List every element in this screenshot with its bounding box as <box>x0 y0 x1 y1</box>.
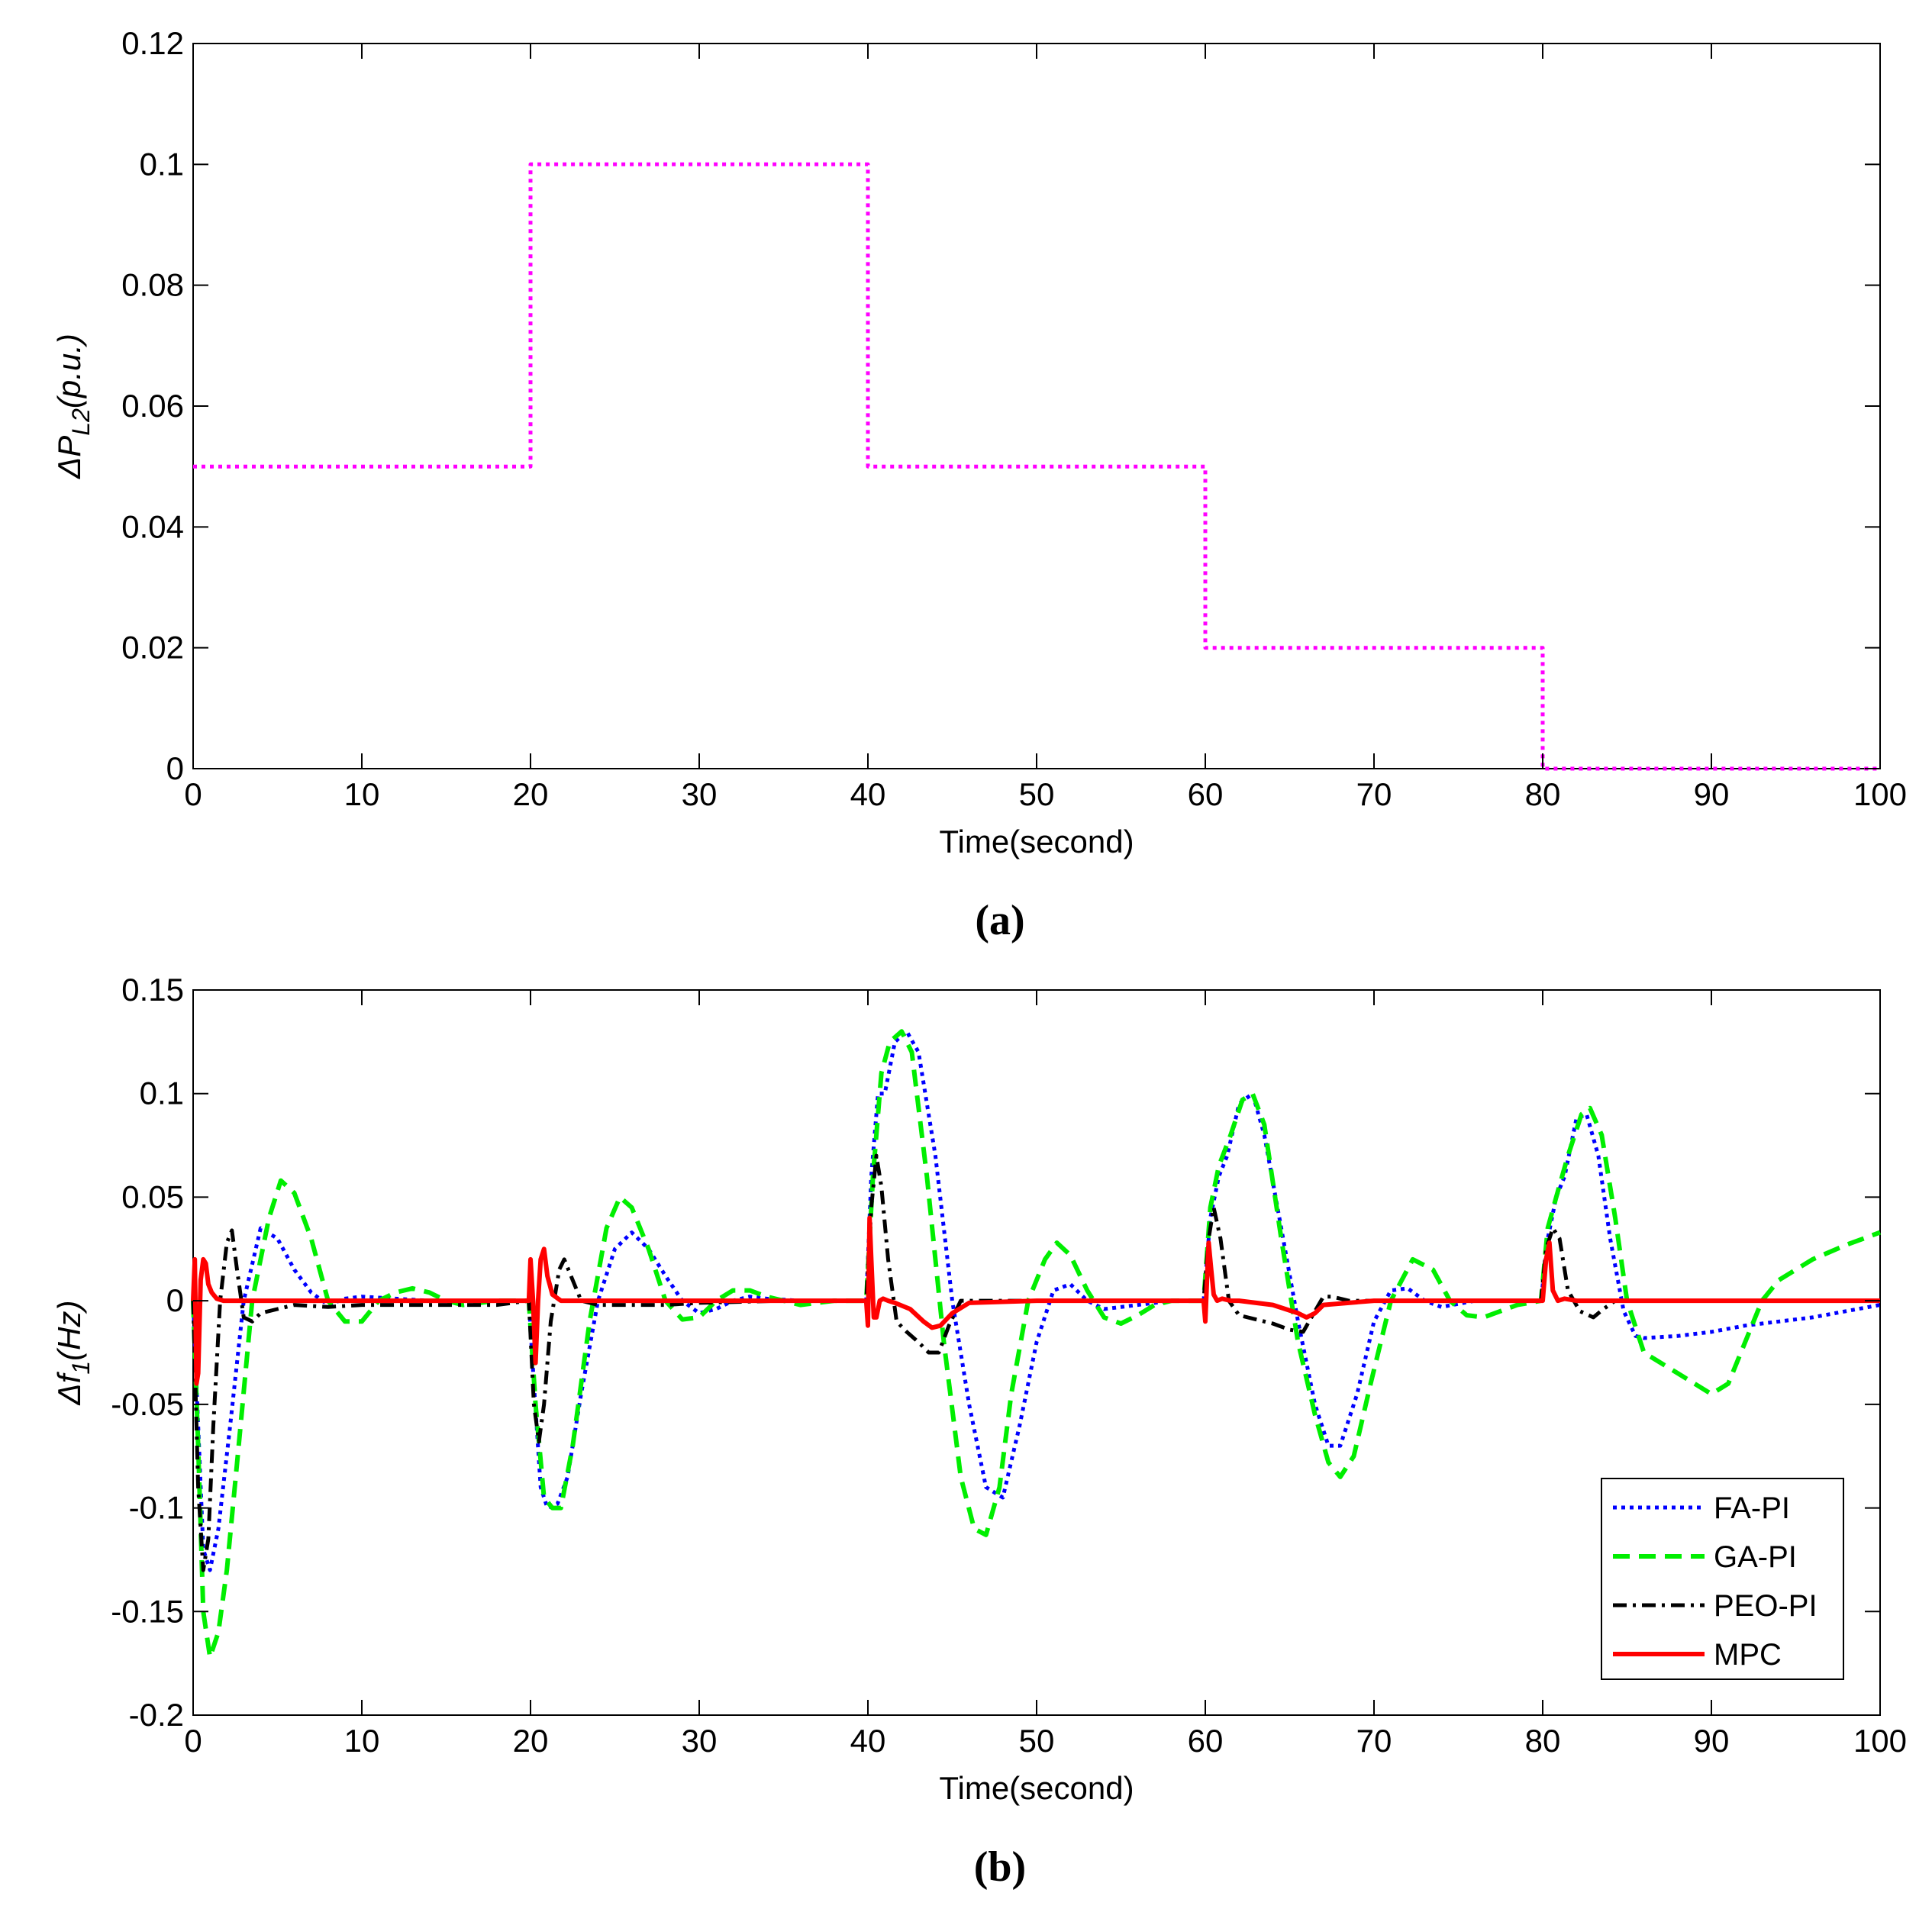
x-tick-label: 20 <box>513 776 549 812</box>
x-tick-label: 100 <box>1853 776 1907 812</box>
plot-frame-a <box>192 43 1881 769</box>
series-line-p-l2 <box>193 162 1880 771</box>
x-tick-label: 100 <box>1853 1723 1907 1759</box>
y-tick-label: 0 <box>166 1282 184 1318</box>
x-tick-label: 80 <box>1525 776 1561 812</box>
x-tick-label: 40 <box>850 1723 886 1759</box>
y-tick-label: 0.1 <box>140 1075 184 1111</box>
x-axis-title-b: Time(second) <box>939 1770 1134 1806</box>
legend-label: PEO-PI <box>1714 1589 1817 1623</box>
x-tick-label: 60 <box>1188 1723 1224 1759</box>
y-axis-title-a-main: ΔP <box>51 436 87 479</box>
axis-ticks-b: 0 10 20 30 40 50 60 70 80 90 100 -0.2 -0.15 -0.1 -0.05… <box>111 972 1907 1759</box>
y-tick-label: 0.1 <box>140 146 184 182</box>
x-tick-label: 90 <box>1694 1723 1730 1759</box>
y-tick-label: -0.2 <box>129 1697 184 1733</box>
x-tick-label: 40 <box>850 776 886 812</box>
legend-label: MPC <box>1714 1638 1782 1672</box>
x-tick-label: 60 <box>1188 776 1224 812</box>
x-tick-label: 0 <box>184 1723 202 1759</box>
y-axis-title-b-sub: 1 <box>67 1361 95 1375</box>
y-tick-label: -0.05 <box>111 1386 184 1422</box>
x-tick-label: 0 <box>184 776 202 812</box>
legend: FA-PI GA-PI PEO-PI MPC <box>1601 1478 1844 1680</box>
x-tick-label: 20 <box>513 1723 549 1759</box>
y-tick-label: 0.12 <box>121 25 184 61</box>
panel-label-a: (a) <box>975 897 1024 944</box>
legend-label: FA-PI <box>1714 1491 1790 1525</box>
legend-label: GA-PI <box>1714 1540 1797 1574</box>
axis-ticks-a: 0 10 20 30 40 50 60 70 80 90 100 0 0.02 0.04 0.06 0.08 0… <box>121 25 1907 812</box>
y-axis-title-a-sub: L2 <box>67 408 95 436</box>
legend-box <box>1601 1478 1844 1680</box>
x-tick-label: 70 <box>1356 1723 1392 1759</box>
y-tick-label: 0.06 <box>121 388 184 424</box>
x-tick-label: 30 <box>682 1723 718 1759</box>
x-tick-label: 50 <box>1019 1723 1055 1759</box>
x-tick-label: 30 <box>682 776 718 812</box>
y-tick-label: 0.05 <box>121 1179 184 1214</box>
y-axis-title-b-main: Δf <box>51 1371 87 1405</box>
x-axis-title-a: Time(second) <box>939 824 1134 859</box>
y-axis-title-a: ΔPL2(p.u.) <box>51 334 95 479</box>
y-tick-label: 0.04 <box>121 508 184 544</box>
x-tick-label: 50 <box>1019 776 1055 812</box>
legend-items: FA-PI GA-PI PEO-PI MPC <box>1613 1491 1817 1672</box>
chart-panel-b: 0 10 20 30 40 50 60 70 80 90 100-0.2-0.15-0.1-0.05… <box>51 972 1907 1891</box>
series-line-peo-pi <box>191 1153 1661 1572</box>
x-tick-label: 80 <box>1525 1723 1561 1759</box>
y-axis-title-a-tail: (p.u.) <box>51 334 87 408</box>
y-tick-label: 0.15 <box>121 972 184 1008</box>
plot-area-b <box>191 1029 1882 1659</box>
y-tick-label: -0.15 <box>111 1593 184 1629</box>
y-axis-title-b-tail: (Hz) <box>51 1301 87 1361</box>
chart-panel-a: 0 10 20 30 40 50 60 70 80 90 100 0 0.02 0.04 0.06 0.08 0… <box>51 25 1907 944</box>
series-line-mpc <box>191 1215 1880 1386</box>
x-tick-label: 90 <box>1694 776 1730 812</box>
y-tick-label: -0.1 <box>129 1490 184 1526</box>
y-tick-label: 0.02 <box>121 630 184 666</box>
y-tick-label: 0.08 <box>121 267 184 303</box>
x-tick-label: 70 <box>1356 776 1392 812</box>
x-tick-label: 10 <box>344 1723 380 1759</box>
plot-area-a <box>193 162 1880 771</box>
y-axis-title-b: Δf1(Hz) <box>51 1301 95 1406</box>
y-tick-label: 0 <box>166 750 184 786</box>
plot-frame-b <box>192 989 1881 1716</box>
x-tick-label: 10 <box>344 776 380 812</box>
series-line-fa-pi <box>191 1029 1881 1572</box>
panel-label-b: (b) <box>974 1843 1026 1891</box>
